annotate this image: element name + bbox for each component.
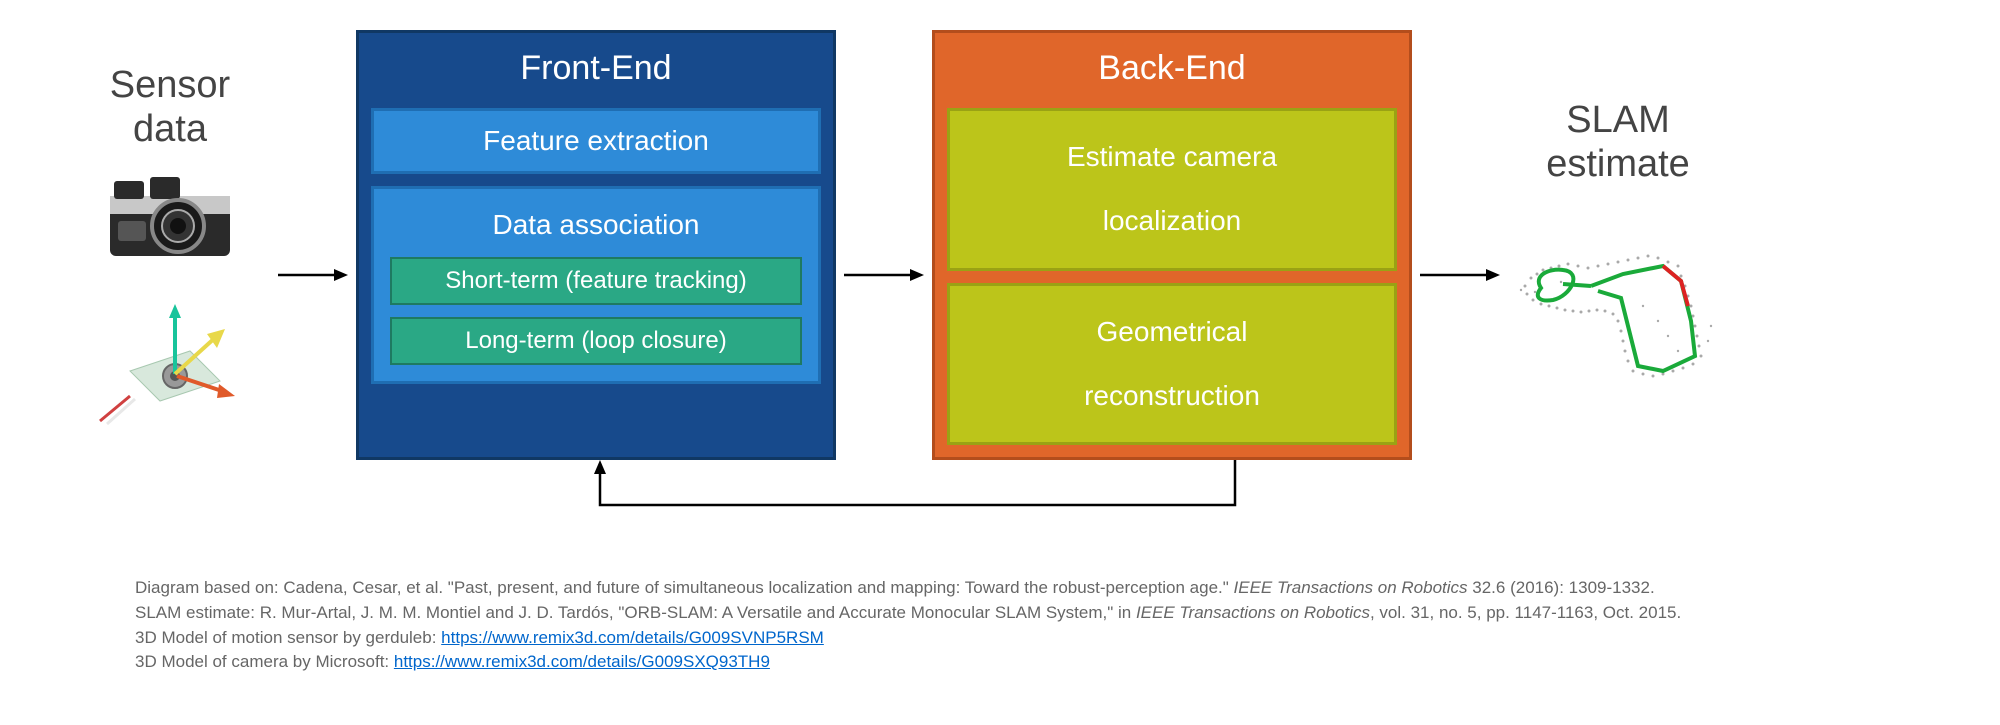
sensor-images	[95, 171, 245, 426]
long-term-box: Long-term (loop closure)	[390, 317, 802, 365]
estimate-localization-line1: Estimate camera	[958, 141, 1386, 173]
sensor-title-line2: data	[133, 108, 207, 150]
feature-extraction-label: Feature extraction	[382, 125, 810, 157]
data-association-label: Data association	[382, 203, 810, 251]
frontend-title: Front-End	[371, 45, 821, 96]
slam-title-line1: SLAM	[1566, 99, 1669, 141]
sensor-data-column: Sensor data	[70, 64, 270, 426]
slam-estimate-column: SLAM estimate	[1508, 99, 1728, 391]
slam-heading: SLAM estimate	[1546, 99, 1690, 186]
sensor-title-line1: Sensor	[110, 64, 230, 106]
estimate-localization-line2: localization	[958, 205, 1386, 237]
slam-map-visual	[1513, 226, 1723, 391]
slam-pipeline-diagram: Sensor data	[70, 30, 1930, 460]
imu-sensor-icon	[95, 296, 245, 426]
short-term-box: Short-term (feature tracking)	[390, 257, 802, 305]
camera-icon	[100, 171, 240, 266]
sensor-heading: Sensor data	[110, 64, 230, 151]
feedback-arrow	[580, 460, 1310, 530]
ref-line-1: Diagram based on: Cadena, Cesar, et al. …	[135, 576, 1681, 601]
ref-link-sensor[interactable]: https://www.remix3d.com/details/G009SVNP…	[441, 628, 824, 647]
arrow-sensor-to-frontend	[278, 265, 348, 285]
geometrical-line1: Geometrical	[958, 316, 1386, 348]
long-term-label: Long-term (loop closure)	[465, 327, 726, 354]
ref-line-3: 3D Model of motion sensor by gerduleb: h…	[135, 626, 1681, 651]
slam-title-line2: estimate	[1546, 143, 1690, 185]
geometrical-reconstruction-box: Geometrical reconstruction	[947, 283, 1397, 446]
arrow-backend-to-slam	[1420, 265, 1500, 285]
estimate-localization-box: Estimate camera localization	[947, 108, 1397, 271]
backend-box: Back-End Estimate camera localization Ge…	[932, 30, 1412, 460]
footer-references: Diagram based on: Cadena, Cesar, et al. …	[135, 576, 1681, 675]
ref-link-camera[interactable]: https://www.remix3d.com/details/G009SXQ9…	[394, 652, 770, 671]
geometrical-line2: reconstruction	[958, 380, 1386, 412]
backend-title: Back-End	[947, 45, 1397, 96]
feature-extraction-box: Feature extraction	[371, 108, 821, 174]
arrow-frontend-to-backend	[844, 265, 924, 285]
ref-line-4: 3D Model of camera by Microsoft: https:/…	[135, 650, 1681, 675]
frontend-box: Front-End Feature extraction Data associ…	[356, 30, 836, 460]
data-association-box: Data association Short-term (feature tra…	[371, 186, 821, 384]
ref-line-2: SLAM estimate: R. Mur-Artal, J. M. M. Mo…	[135, 601, 1681, 626]
short-term-label: Short-term (feature tracking)	[445, 267, 746, 294]
